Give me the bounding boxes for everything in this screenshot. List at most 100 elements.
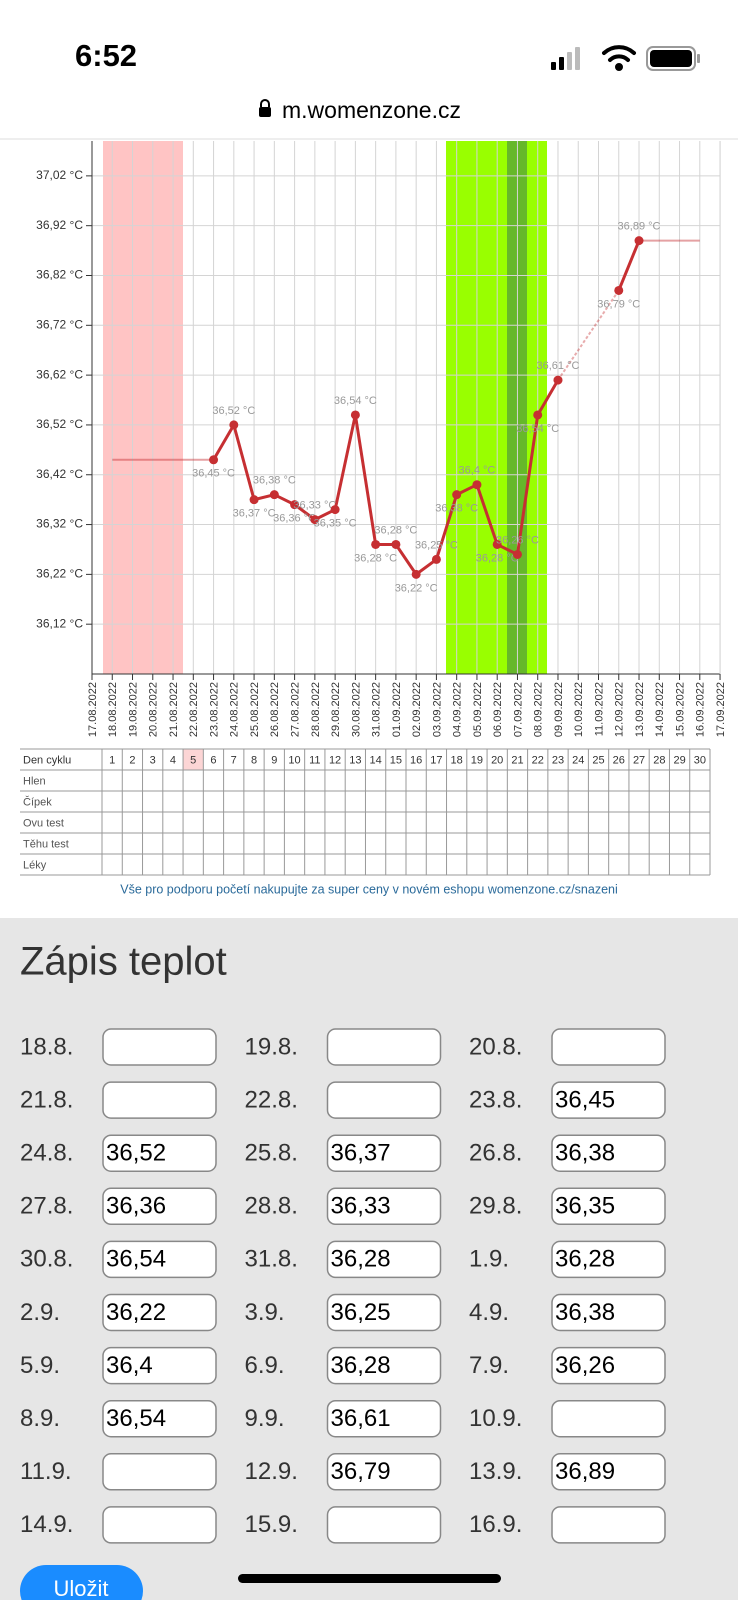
date-label: 5.9. xyxy=(20,1352,60,1379)
date-label: 1.9. xyxy=(469,1246,509,1273)
temperature-input[interactable] xyxy=(551,1453,666,1491)
data-point xyxy=(330,505,340,515)
temperature-input[interactable] xyxy=(551,1346,666,1385)
table-row-label: Ovu test xyxy=(23,817,64,829)
cycle-day: 1 xyxy=(109,754,115,766)
form-title: Zápis teplot xyxy=(20,940,227,984)
temperature-input[interactable] xyxy=(551,1399,666,1438)
data-label: 36,61 °C xyxy=(537,360,580,372)
temperature-input[interactable] xyxy=(551,1506,666,1544)
date-label: 8.9. xyxy=(20,1405,60,1432)
date-label: 29.8. xyxy=(469,1193,522,1220)
cycle-day: 4 xyxy=(170,754,176,766)
y-tick-label: 36,72 °C xyxy=(36,317,83,331)
temperature-input[interactable] xyxy=(326,1346,442,1385)
x-tick-label: 12.09.2022 xyxy=(614,682,626,737)
temperature-input[interactable] xyxy=(326,1187,442,1226)
promo-link[interactable]: Vše pro podporu početí nakupujte za supe… xyxy=(120,882,618,896)
temperature-input[interactable] xyxy=(551,1240,666,1279)
data-point xyxy=(411,569,421,579)
data-point xyxy=(269,490,279,500)
date-label: 18.8. xyxy=(20,1033,73,1060)
temperature-input[interactable] xyxy=(326,1293,442,1332)
x-tick-label: 21.08.2022 xyxy=(168,682,180,737)
temperature-input[interactable] xyxy=(102,1081,217,1119)
x-tick-label: 24.08.2022 xyxy=(229,682,241,737)
cycle-day: 6 xyxy=(210,754,216,766)
cycle-day: 3 xyxy=(150,754,156,766)
x-tick-label: 23.08.2022 xyxy=(208,682,220,737)
temperature-input[interactable] xyxy=(102,1240,217,1279)
input-value: 36,37 xyxy=(331,1140,391,1167)
temperature-input[interactable] xyxy=(102,1506,217,1544)
temperature-input[interactable] xyxy=(326,1240,442,1279)
data-point xyxy=(634,236,644,246)
temperature-input[interactable] xyxy=(102,1453,217,1491)
temperature-input[interactable] xyxy=(551,1134,666,1172)
date-label: 15.9. xyxy=(245,1511,298,1538)
x-tick-label: 16.09.2022 xyxy=(695,682,707,737)
form: 18.8. 19.8. 20.8. 21.8. 22.8. 23.8. 36,45 24.8.… xyxy=(20,1028,666,1544)
data-label: 36,54 °C xyxy=(334,395,377,407)
date-label: 27.8. xyxy=(20,1193,73,1220)
temperature-input[interactable] xyxy=(102,1399,217,1438)
temperature-input[interactable] xyxy=(102,1187,217,1226)
data-label: 36,79 °C xyxy=(597,298,640,310)
cycle-day: 17 xyxy=(430,754,442,766)
temperature-input[interactable] xyxy=(326,1506,442,1544)
temperature-input[interactable] xyxy=(551,1187,666,1226)
temperature-input[interactable] xyxy=(551,1081,666,1119)
table-row-label: Těhu test xyxy=(23,838,69,850)
data-point xyxy=(431,554,441,564)
x-tick-label: 22.08.2022 xyxy=(188,682,200,737)
x-tick-label: 17.09.2022 xyxy=(715,682,727,737)
y-tick-label: 36,32 °C xyxy=(36,517,83,531)
cycle-day: 11 xyxy=(309,754,320,766)
data-point xyxy=(290,500,300,510)
cycle-day: 28 xyxy=(653,754,665,766)
date-label: 19.8. xyxy=(245,1033,298,1060)
cycle-day: 15 xyxy=(390,754,402,766)
temperature-input[interactable] xyxy=(326,1453,442,1491)
x-tick-label: 14.09.2022 xyxy=(654,682,666,737)
temperature-input[interactable] xyxy=(551,1028,666,1066)
date-label: 13.9. xyxy=(469,1458,522,1485)
date-label: 2.9. xyxy=(20,1299,60,1326)
date-label: 7.9. xyxy=(469,1352,509,1379)
data-label: 36,28 °C xyxy=(374,524,417,536)
save-button-label[interactable]: Uložit xyxy=(53,1576,108,1600)
x-tick-label: 04.09.2022 xyxy=(452,682,464,737)
temperature-input[interactable] xyxy=(551,1293,666,1332)
temperature-input[interactable] xyxy=(102,1134,217,1172)
data-label: 36,28 °C xyxy=(354,552,397,564)
input-value: 36,38 xyxy=(555,1140,615,1167)
temperature-input[interactable] xyxy=(102,1346,217,1385)
x-tick-label: 17.08.2022 xyxy=(87,682,99,737)
input-value: 36,28 xyxy=(331,1352,391,1379)
data-label: 36,26 °C xyxy=(496,534,539,546)
data-point xyxy=(371,539,381,549)
date-label: 30.8. xyxy=(20,1246,73,1273)
date-label: 12.9. xyxy=(245,1458,298,1485)
date-label: 16.9. xyxy=(469,1511,522,1538)
gap-connector xyxy=(557,289,620,381)
temperature-input[interactable] xyxy=(326,1081,442,1119)
temperature-input[interactable] xyxy=(326,1399,442,1438)
input-value: 36,4 xyxy=(106,1352,153,1379)
data-point xyxy=(350,410,360,420)
table-row-label: Léky xyxy=(23,859,47,871)
x-tick-label: 03.09.2022 xyxy=(431,682,443,737)
temperature-input[interactable] xyxy=(326,1134,442,1172)
y-tick-label: 37,02 °C xyxy=(36,168,83,182)
temperature-input[interactable] xyxy=(102,1293,217,1332)
input-value: 36,54 xyxy=(106,1246,166,1273)
cycle-day: 24 xyxy=(572,754,584,766)
date-label: 3.9. xyxy=(245,1299,285,1326)
x-tick-label: 13.09.2022 xyxy=(634,682,646,737)
temperature-input[interactable] xyxy=(102,1028,217,1066)
cycle-day: 19 xyxy=(471,754,483,766)
data-label: 36,36 °C xyxy=(273,513,316,525)
save-button[interactable] xyxy=(20,1565,143,1600)
temperature-input[interactable] xyxy=(326,1028,442,1066)
data-label: 36,54 °C xyxy=(516,423,559,435)
